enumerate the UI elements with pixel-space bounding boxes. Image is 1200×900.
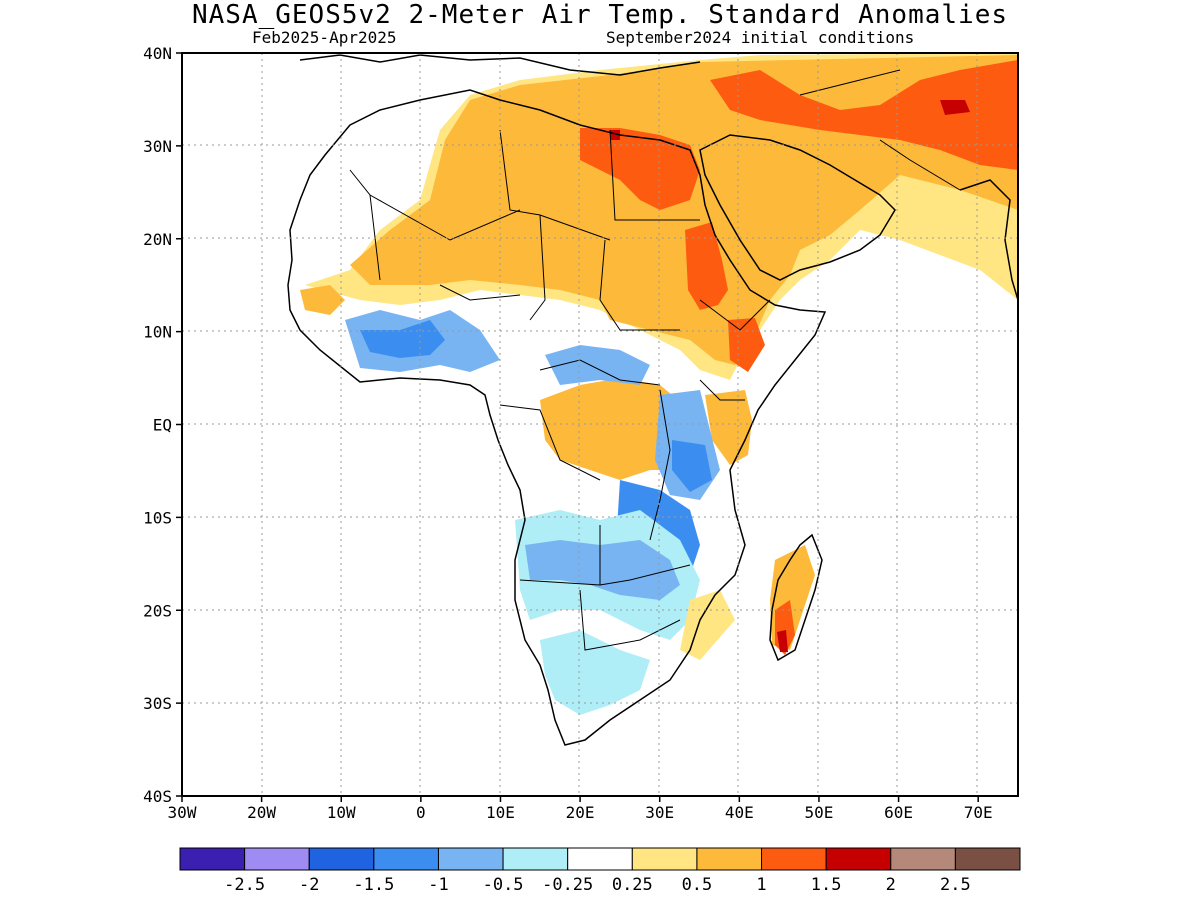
colorbar-label: 1.5 bbox=[811, 875, 842, 895]
colorbar-label: 1 bbox=[756, 875, 766, 895]
colorbar-label: 2 bbox=[886, 875, 896, 895]
anomaly-warm-strong-me bbox=[710, 60, 1018, 170]
border-i bbox=[499, 404, 601, 481]
anomaly-warm-strong-ne bbox=[580, 128, 700, 210]
colorbar-swatch bbox=[631, 847, 698, 871]
colorbar-label: -1 bbox=[428, 875, 448, 895]
anomaly-warm-se-coast bbox=[680, 590, 735, 660]
colorbar-label: -2 bbox=[299, 875, 319, 895]
anomaly-warm-strong-horn bbox=[728, 318, 765, 372]
anomaly-warm-strong-sudan bbox=[685, 222, 728, 310]
longitude-axis: 30W 20W 10W 0 10E 20E 30E 40E 50E 60E 70E bbox=[168, 796, 993, 822]
border-g bbox=[439, 284, 521, 301]
lat-tick-label: 10N bbox=[143, 323, 172, 342]
lon-tick-label: 10W bbox=[327, 803, 356, 822]
border-k bbox=[519, 564, 691, 586]
lat-tick-label: 30S bbox=[143, 694, 172, 713]
europe-coastline bbox=[299, 54, 701, 76]
colorbar-swatch bbox=[761, 847, 827, 871]
lon-tick-label: 60E bbox=[884, 803, 913, 822]
colorbar-swatch bbox=[308, 847, 375, 871]
lon-tick-label: 10E bbox=[486, 803, 515, 822]
lon-tick-label: 0 bbox=[416, 803, 426, 822]
colorbar-label: 0.5 bbox=[682, 875, 713, 895]
colorbar-swatch bbox=[373, 847, 439, 871]
arabia-coastline bbox=[699, 134, 896, 281]
colorbar-swatch bbox=[437, 847, 504, 871]
lat-tick-label: EQ bbox=[153, 416, 172, 435]
colorbar-label: -0.5 bbox=[483, 875, 524, 895]
anomaly-warm-west-coast bbox=[300, 285, 345, 315]
lat-tick-label: 40S bbox=[143, 787, 172, 806]
country-borders bbox=[349, 69, 961, 651]
colorbar-label: 0.25 bbox=[612, 875, 653, 895]
lon-tick-label: 20E bbox=[566, 803, 595, 822]
lat-tick-label: 10S bbox=[143, 508, 172, 527]
border-l bbox=[579, 589, 681, 651]
latitude-axis: 40N 30N 20N 10N EQ 10S 20S 30S 40S bbox=[143, 44, 182, 806]
anomaly-warm-eastcoast bbox=[705, 390, 752, 465]
lat-tick-label: 20S bbox=[143, 601, 172, 620]
anomaly-fills bbox=[300, 53, 1018, 715]
colorbar-swatch bbox=[244, 847, 310, 871]
anomaly-cool-central bbox=[545, 345, 650, 385]
lat-tick-label: 40N bbox=[143, 44, 172, 63]
colorbar-swatch bbox=[825, 847, 892, 871]
colorbar-swatch bbox=[502, 847, 569, 871]
lon-tick-label: 50E bbox=[804, 803, 833, 822]
lat-tick-label: 30N bbox=[143, 137, 172, 156]
border-q bbox=[799, 69, 901, 96]
border-d bbox=[609, 129, 700, 221]
anomaly-cool-east-core bbox=[672, 440, 712, 492]
border-n bbox=[699, 299, 771, 331]
coastlines bbox=[287, 54, 1018, 746]
anomaly-warm-extreme-mada bbox=[777, 630, 788, 652]
graticule bbox=[182, 53, 1018, 796]
border-e bbox=[529, 214, 546, 321]
colorbar: -2.5 -2 -1.5 -1 -0.5 -0.25 0.25 0.5 1 1.5 2 2.5 bbox=[179, 847, 1021, 895]
lat-tick-label: 20N bbox=[143, 230, 172, 249]
border-h bbox=[539, 359, 661, 386]
anomaly-cool-south bbox=[525, 540, 680, 600]
lon-tick-label: 40E bbox=[725, 803, 754, 822]
madagascar-coastline bbox=[769, 533, 823, 662]
colorbar-label: 2.5 bbox=[940, 875, 971, 895]
forecast-period: Feb2025-Apr2025 bbox=[252, 28, 397, 47]
africa-coastline bbox=[287, 89, 827, 746]
map-content bbox=[182, 53, 1018, 796]
anomaly-cool-westafrica-core bbox=[360, 320, 445, 358]
map-title: NASA_GEOS5v2 2-Meter Air Temp. Standard … bbox=[191, 0, 1008, 30]
colorbar-swatch bbox=[179, 847, 246, 871]
border-b bbox=[369, 194, 521, 241]
colorbar-swatch bbox=[696, 847, 763, 871]
border-o bbox=[699, 379, 745, 401]
border-f bbox=[599, 239, 680, 331]
border-p bbox=[879, 139, 961, 191]
colorbar-label: -2.5 bbox=[224, 875, 265, 895]
border-c bbox=[499, 129, 611, 241]
india-coastline bbox=[959, 179, 1018, 301]
colorbar-swatch bbox=[567, 847, 633, 871]
colorbar-swatch bbox=[890, 847, 956, 871]
anomaly-cool-south-light-b bbox=[540, 630, 650, 715]
colorbar-swatch bbox=[954, 847, 1021, 871]
border-j bbox=[649, 389, 671, 541]
lon-tick-label: 20W bbox=[247, 803, 276, 822]
lon-tick-label: 70E bbox=[964, 803, 993, 822]
initial-conditions: September2024 initial conditions bbox=[606, 28, 915, 47]
anomaly-warm-extreme-iran bbox=[940, 100, 970, 115]
colorbar-label: -0.25 bbox=[542, 875, 593, 895]
lon-tick-label: 30E bbox=[645, 803, 674, 822]
lon-tick-label: 30W bbox=[168, 803, 197, 822]
colorbar-label: -1.5 bbox=[353, 875, 394, 895]
